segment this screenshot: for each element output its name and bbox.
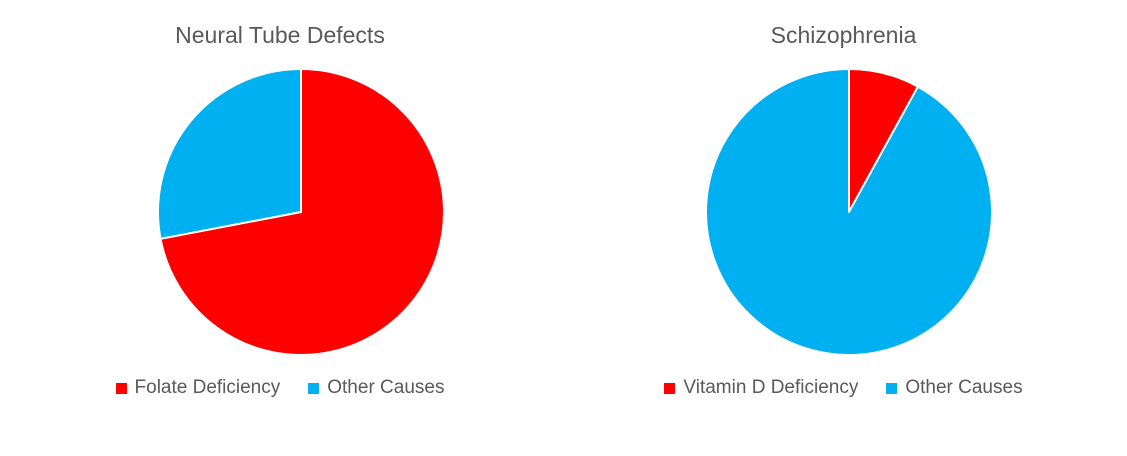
pie-chart-schizophrenia: Schizophrenia Vitamin D Deficiency Other … [560,0,1127,456]
pie-chart-neural-tube-defects: Neural Tube Defects Folate Deficiency Oth… [0,0,560,456]
legend-label: Vitamin D Deficiency [683,377,859,398]
legend-label: Other Causes [905,377,1023,398]
legend-swatch [664,382,676,394]
pie-slice-other-causes [705,68,993,356]
chart-title: Neural Tube Defects [175,22,385,48]
legend-label: Other Causes [327,377,445,398]
legend-item-vitamin-d-deficiency: Vitamin D Deficiency [664,377,858,399]
legend-label: Folate Deficiency [134,377,281,398]
pie-slice-folate-deficiency [159,68,445,356]
legend-swatch [308,382,320,394]
pie-slice-other-causes [157,68,302,240]
legend-swatch [886,382,898,394]
pie-plot-area [705,68,993,356]
legend: Folate Deficiency Other Causes [0,377,560,400]
pie-plot-area [157,68,445,356]
chart-title: Schizophrenia [770,22,917,48]
legend: Vitamin D Deficiency Other Causes [560,377,1127,400]
legend-item-other-causes: Other Causes [308,377,444,399]
legend-item-folate-deficiency: Folate Deficiency [115,377,281,399]
legend-item-other-causes: Other Causes [886,377,1023,399]
legend-swatch [115,382,127,394]
